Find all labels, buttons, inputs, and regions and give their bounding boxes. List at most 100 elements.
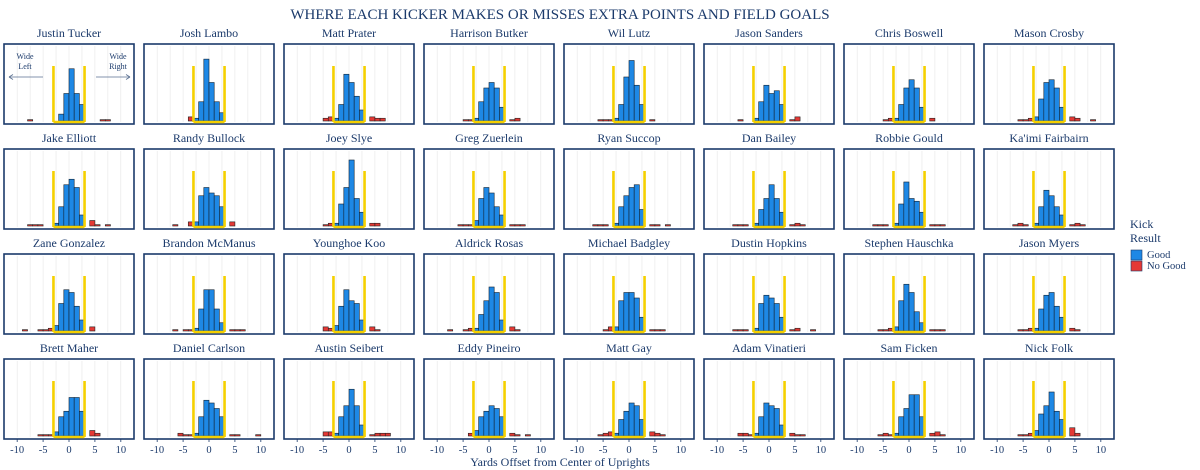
x-tick-label: 5 (932, 445, 937, 456)
bar-good (198, 308, 205, 332)
bar-no-good (602, 119, 609, 122)
bar-good (1053, 305, 1060, 332)
bar-good (763, 402, 770, 437)
panel: Ka'imi Fairbairn (983, 131, 1115, 230)
bar-good (908, 394, 915, 437)
arrow-right-head (125, 74, 131, 80)
x-tick-label: -5 (39, 445, 48, 456)
bar-good (908, 198, 915, 227)
x-tick-label: 10 (676, 445, 687, 456)
bar-good (338, 203, 345, 227)
bar-good (488, 405, 495, 437)
panel-name: Aldrick Rosas (455, 236, 524, 250)
panel: Josh Lambo (143, 26, 275, 125)
bar-good (768, 405, 775, 437)
x-tick-label: 5 (92, 445, 97, 456)
bar-good (1053, 87, 1060, 122)
bar-good (493, 87, 500, 122)
panel-name: Matt Gay (606, 341, 652, 355)
bar-no-good (255, 434, 262, 437)
legend: Kick Result Good No Good (1130, 217, 1187, 272)
bar-no-good (322, 431, 329, 437)
bar-no-good (877, 434, 884, 437)
bar-no-good (649, 329, 656, 332)
x-tick-label: -5 (179, 445, 188, 456)
bar-good (898, 203, 905, 227)
bar-no-good (519, 224, 526, 227)
bar-no-good (882, 224, 889, 227)
chart-title: WHERE EACH KICKER MAKES OR MISSES EXTRA … (290, 7, 829, 23)
bar-good (493, 408, 500, 437)
bar-no-good (1022, 119, 1029, 122)
bar-no-good (32, 224, 39, 227)
bar-good (493, 206, 500, 227)
bar-no-good (369, 326, 376, 332)
panel-name: Eddy Pineiro (458, 341, 521, 355)
bar-no-good (1069, 427, 1076, 437)
bar-no-good (379, 432, 386, 437)
panel: Joey Slye (283, 131, 415, 230)
bar-no-good (742, 432, 749, 437)
bar-good (488, 192, 495, 227)
bar-no-good (384, 432, 391, 437)
panel-name: Dustin Hopkins (731, 236, 807, 250)
bar-good (773, 90, 780, 122)
bar-no-good (882, 432, 889, 437)
bar-good (1053, 206, 1060, 227)
bar-good (903, 87, 910, 122)
bar-no-good (182, 434, 189, 437)
bar-no-good (742, 224, 749, 227)
bar-no-good (1069, 224, 1076, 227)
x-axis-ticks: -10 -5 0 5 10 -10 -5 0 5 10 -10 -5 0 5 10 -10 -5 0 5 10 -10 -… (10, 439, 1106, 456)
bar-good (908, 292, 915, 332)
panel-name: Randy Bullock (173, 131, 245, 145)
bar-no-good (234, 434, 241, 437)
bar-no-good (1074, 117, 1081, 122)
panel: Ryan Succop (563, 131, 695, 230)
panel: Nick Folk (983, 341, 1115, 440)
bar-good (483, 410, 490, 437)
bar-good (353, 405, 360, 437)
bar-no-good (659, 434, 666, 437)
x-tick-label: 5 (652, 445, 657, 456)
bar-good (58, 113, 65, 122)
bar-no-good (447, 329, 454, 332)
bar-no-good (104, 119, 111, 122)
bar-good (343, 73, 350, 122)
bar-no-good (732, 329, 739, 332)
bar-good (73, 93, 80, 122)
bar-no-good (37, 329, 44, 332)
x-tick-label: 0 (1046, 445, 1051, 456)
bar-no-good (1069, 116, 1076, 122)
bar-no-good (737, 119, 744, 122)
bar-good (1038, 98, 1045, 122)
bar-no-good (737, 224, 744, 227)
x-tick-label: -5 (739, 445, 748, 456)
x-tick-label: 5 (1072, 445, 1077, 456)
bar-no-good (374, 329, 381, 332)
bar-no-good (929, 224, 936, 227)
bar-good (1043, 405, 1050, 437)
bar-no-good (732, 224, 739, 227)
bar-no-good (42, 434, 49, 437)
bar-good (623, 410, 630, 437)
panel: Robbie Gould (843, 131, 975, 230)
panel-name: Wil Lutz (608, 26, 651, 40)
bar-good (628, 187, 635, 227)
bar-no-good (794, 434, 801, 437)
bar-no-good (37, 434, 44, 437)
bar-no-good (649, 431, 656, 437)
panel: Aldrick Rosas (423, 236, 555, 335)
panel-name: Ka'imi Fairbairn (1009, 131, 1088, 145)
bar-good (623, 292, 630, 332)
x-axis-label: Yards Offset from Center of Uprights (470, 455, 650, 469)
panel-name: Matt Prater (322, 26, 376, 40)
bar-good (1038, 413, 1045, 437)
panel: Chris Boswell (843, 26, 975, 125)
bar-no-good (1069, 327, 1076, 332)
panel-name: Stephen Hauschka (865, 236, 955, 250)
bar-good (903, 181, 910, 227)
bar-good (348, 159, 355, 227)
bar-no-good (322, 326, 329, 332)
bar-no-good (509, 119, 516, 122)
